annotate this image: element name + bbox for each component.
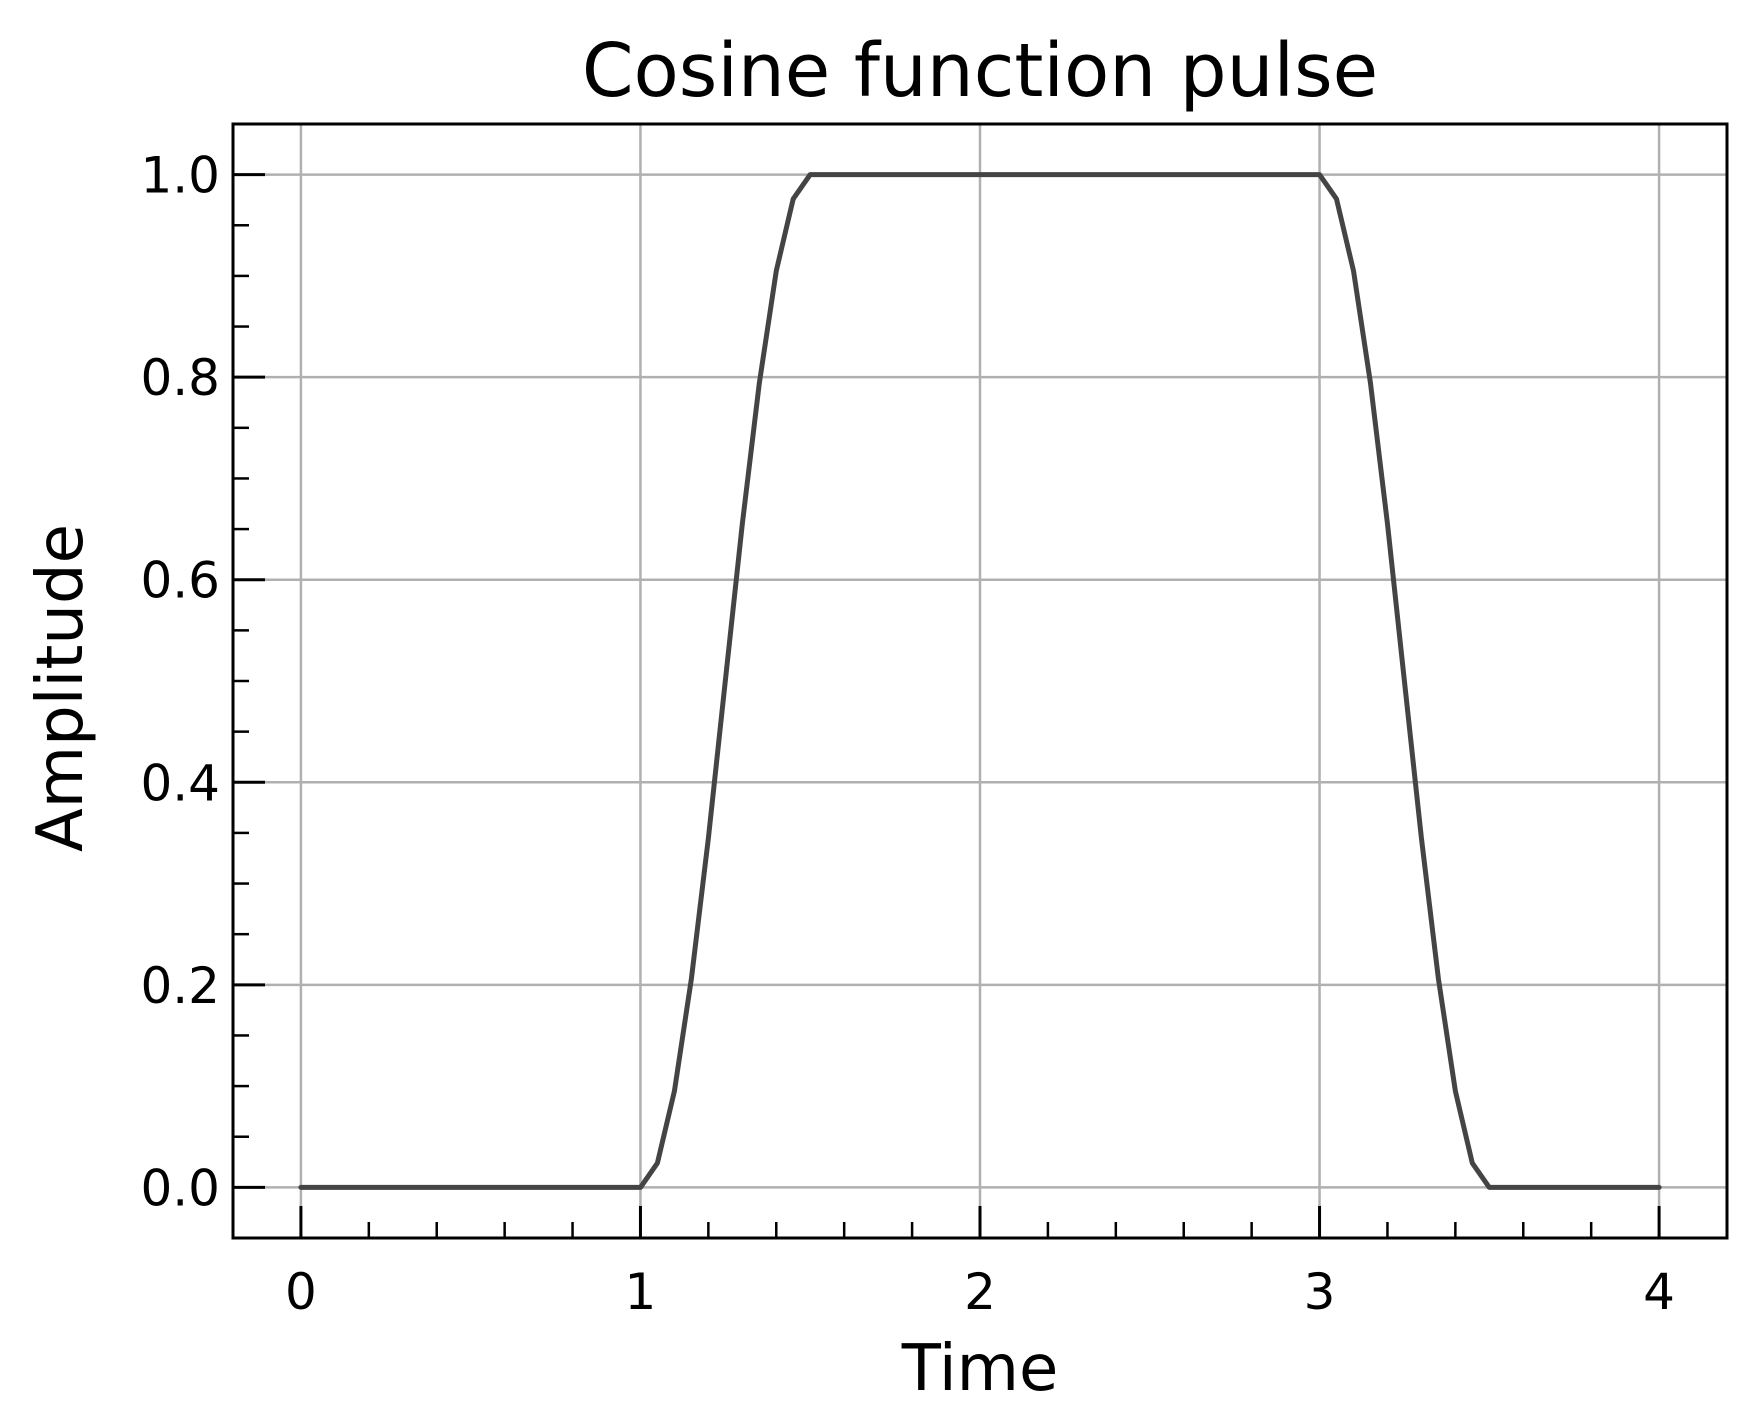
y-axis-label: Amplitude (24, 524, 98, 852)
y-tick-label: 1.0 (140, 147, 220, 205)
grid (233, 124, 1727, 1238)
y-tick-label: 0.2 (140, 957, 220, 1015)
tick-labels: 0 1 2 3 4 0.0 0.2 0.4 0.6 0.8 1.0 (140, 147, 1675, 1321)
x-tick-label: 1 (625, 1263, 657, 1321)
x-tick-label: 0 (285, 1263, 317, 1321)
x-tick-label: 4 (1643, 1263, 1675, 1321)
series-line (298, 172, 1662, 1190)
x-tick-label: 3 (1304, 1263, 1336, 1321)
y-tick-label: 0.4 (140, 754, 220, 812)
y-tick-label: 0.8 (140, 349, 220, 407)
y-tick-label: 0.0 (140, 1159, 220, 1217)
y-tick-label: 0.6 (140, 552, 220, 610)
ticks (233, 173, 1661, 1238)
x-axis-label: Time (901, 1332, 1059, 1406)
chart-title: Cosine function pulse (582, 28, 1378, 114)
series-layer (298, 172, 1662, 1190)
x-tick-label: 2 (964, 1263, 996, 1321)
